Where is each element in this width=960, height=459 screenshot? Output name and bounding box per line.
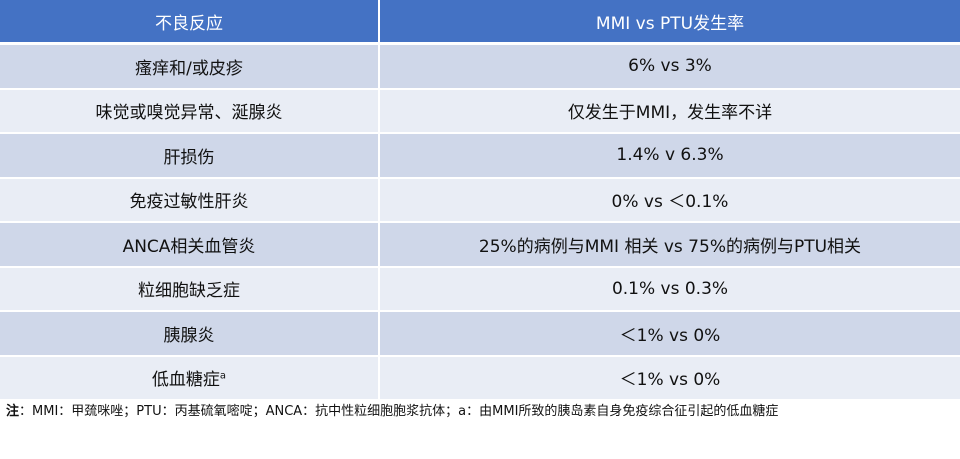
- rate-cell: 6% vs 3%: [380, 45, 960, 90]
- note-label: 注: [6, 404, 20, 419]
- rate-cell: 0.1% vs 0.3%: [380, 267, 960, 312]
- table-row: 胰腺炎 ＜1% vs 0%: [0, 312, 960, 357]
- reaction-label: ANCA相关血管炎: [122, 236, 256, 257]
- header-incidence: MMI vs PTU发生率: [380, 0, 960, 45]
- table-row: 瘙痒和/或皮疹 6% vs 3%: [0, 45, 960, 90]
- table-row: 低血糖症a ＜1% vs 0%: [0, 356, 960, 401]
- rate-cell: 0% vs ＜0.1%: [380, 178, 960, 223]
- rate-cell: 25%的病例与MMI 相关 vs 75%的病例与PTU相关: [380, 223, 960, 268]
- table-row: ANCA相关血管炎 25%的病例与MMI 相关 vs 75%的病例与PTU相关: [0, 223, 960, 268]
- header-adverse-reaction: 不良反应: [0, 0, 380, 45]
- reaction-cell: 免疫过敏性肝炎: [0, 178, 380, 223]
- table-footnote: 注：MMI：甲巯咪唑；PTU：丙基硫氧嘧啶；ANCA：抗中性粒细胞胞浆抗体；a：…: [6, 402, 954, 422]
- reaction-label: 肝损伤: [163, 147, 215, 168]
- reaction-cell: 味觉或嗅觉异常、涎腺炎: [0, 89, 380, 134]
- rate-cell: 仅发生于MMI，发生率不详: [380, 89, 960, 134]
- reaction-cell: 胰腺炎: [0, 312, 380, 357]
- reaction-label: 胰腺炎: [163, 325, 215, 346]
- rate-cell: ＜1% vs 0%: [380, 312, 960, 357]
- reaction-cell: 肝损伤: [0, 134, 380, 179]
- table-row: 味觉或嗅觉异常、涎腺炎 仅发生于MMI，发生率不详: [0, 89, 960, 134]
- footnote-marker: a: [219, 370, 227, 382]
- reaction-label: 瘙痒和/或皮疹: [135, 58, 243, 79]
- reaction-label: 免疫过敏性肝炎: [129, 192, 249, 213]
- note-text: ：MMI：甲巯咪唑；PTU：丙基硫氧嘧啶；ANCA：抗中性粒细胞胞浆抗体；a：由…: [19, 404, 779, 419]
- rate-cell: ＜1% vs 0%: [380, 356, 960, 401]
- table-row: 免疫过敏性肝炎 0% vs ＜0.1%: [0, 178, 960, 223]
- table-row: 粒细胞缺乏症 0.1% vs 0.3%: [0, 267, 960, 312]
- table-row: 肝损伤 1.4% v 6.3%: [0, 134, 960, 179]
- reaction-cell: 粒细胞缺乏症: [0, 267, 380, 312]
- reaction-cell: 瘙痒和/或皮疹: [0, 45, 380, 90]
- reaction-label: 低血糖症: [151, 370, 220, 391]
- adverse-reaction-table: 不良反应 MMI vs PTU发生率 瘙痒和/或皮疹 6% vs 3% 味觉或嗅…: [0, 0, 960, 401]
- reaction-cell: ANCA相关血管炎: [0, 223, 380, 268]
- reaction-cell: 低血糖症a: [0, 356, 380, 401]
- reaction-label: 味觉或嗅觉异常、涎腺炎: [95, 103, 283, 124]
- table-header-row: 不良反应 MMI vs PTU发生率: [0, 0, 960, 45]
- reaction-label: 粒细胞缺乏症: [138, 281, 240, 302]
- rate-cell: 1.4% v 6.3%: [380, 134, 960, 179]
